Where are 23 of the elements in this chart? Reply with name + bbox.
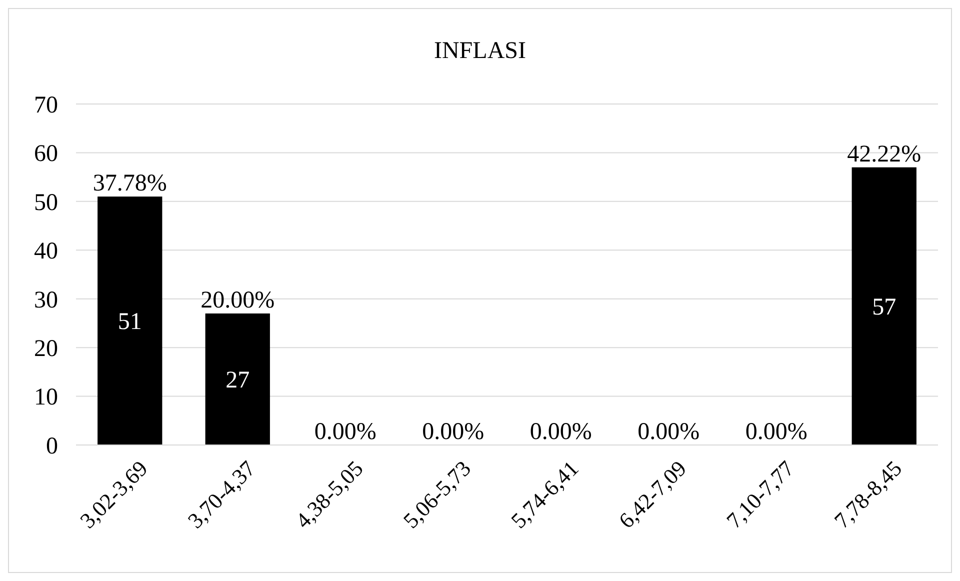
y-tick-label: 40 bbox=[34, 238, 58, 265]
annotation: 0.00% bbox=[422, 419, 484, 445]
y-tick-label: 60 bbox=[34, 141, 58, 168]
y-tick-label: 50 bbox=[34, 190, 58, 216]
data-label: 51 bbox=[118, 309, 142, 336]
annotation: 37.78% bbox=[92, 170, 167, 197]
y-tick-label: 10 bbox=[34, 384, 58, 411]
annotation: 0.00% bbox=[530, 419, 592, 445]
y-tick-label: 30 bbox=[34, 287, 58, 314]
bar bbox=[852, 167, 916, 445]
annotation: 0.00% bbox=[314, 419, 376, 445]
data-label: 27 bbox=[226, 368, 250, 394]
annotation: 20.00% bbox=[200, 287, 275, 314]
annotation: 42.22% bbox=[847, 141, 922, 168]
data-label: 57 bbox=[872, 294, 896, 321]
y-tick-label: 70 bbox=[34, 92, 58, 118]
chart-title: INFLASI bbox=[434, 38, 526, 64]
bar bbox=[98, 196, 162, 445]
annotation: 0.00% bbox=[638, 419, 700, 445]
y-tick-label: 0 bbox=[46, 433, 58, 460]
y-tick-label: 20 bbox=[34, 336, 58, 362]
annotation: 0.00% bbox=[745, 419, 808, 445]
bar bbox=[205, 313, 270, 445]
